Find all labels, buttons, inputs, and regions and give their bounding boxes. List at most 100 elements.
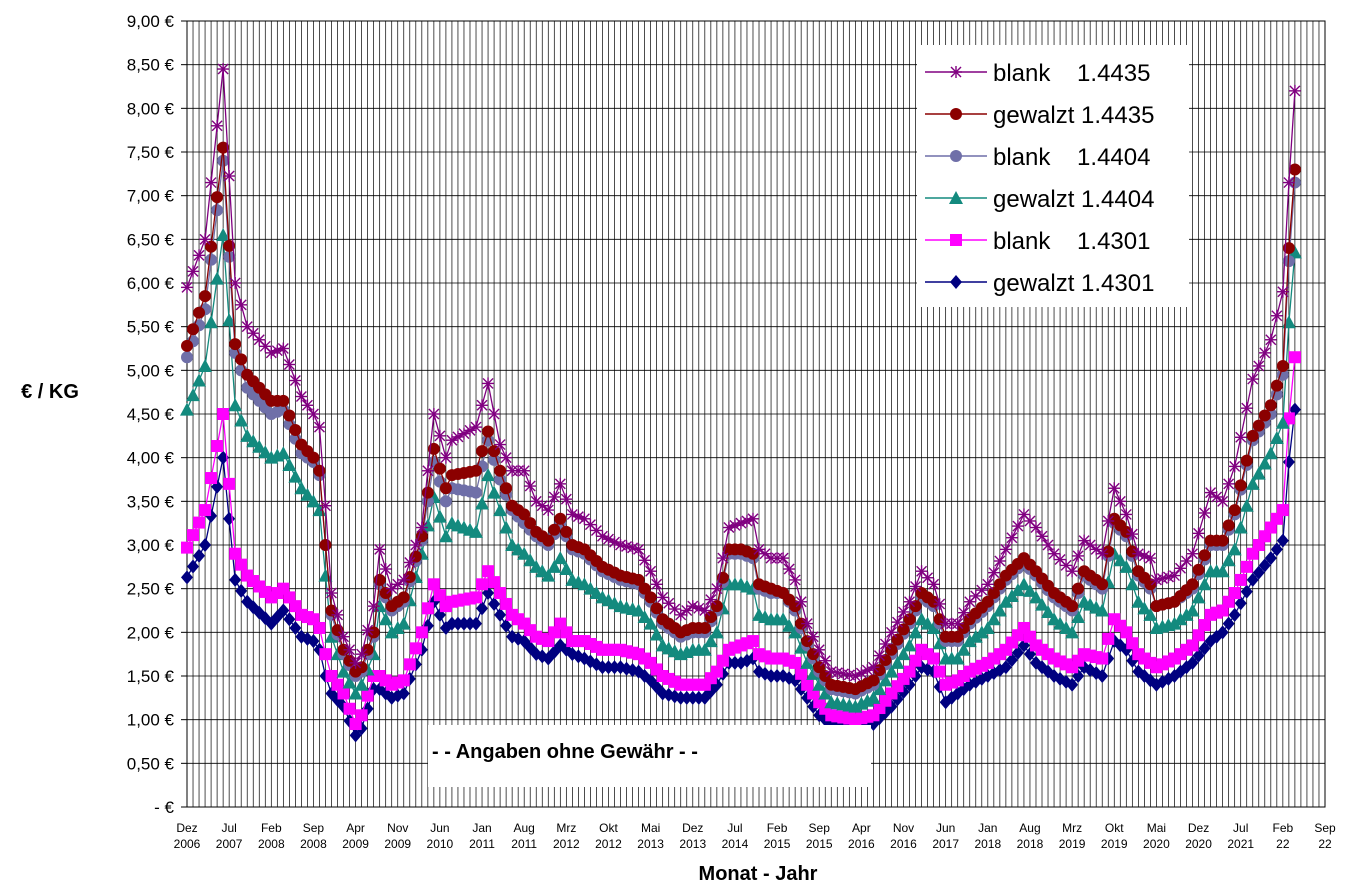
data-point [1179,607,1194,621]
data-point [217,408,230,420]
x-axis-title: Monat - Jahr [699,863,818,885]
data-point [777,552,790,565]
data-point [1005,652,1018,667]
data-point [1066,600,1079,613]
data-point [289,620,302,635]
data-point [819,670,832,682]
data-point [470,421,483,434]
data-point [637,610,652,624]
data-point [1144,578,1157,591]
data-point [1108,482,1121,495]
data-point [427,408,440,420]
data-point [488,596,501,611]
data-point [933,665,946,678]
x-tick-year-label: 22 [1318,837,1332,851]
data-point [289,424,302,437]
data-point [1120,525,1133,538]
data-point [1096,669,1109,683]
data-point [397,674,410,687]
data-point [1126,545,1139,558]
x-tick-year-label: 2009 [342,837,369,851]
data-point [541,568,556,582]
data-point [891,616,904,629]
data-point [343,643,356,656]
y-axis: - € 0,50 € 1,00 € 1,50 € 2,00 € 2,50 € 3,00 € 3… [127,12,187,817]
data-point [181,570,193,585]
data-point [259,340,272,353]
data-point [993,555,1006,568]
x-tick-year-label: 2010 [427,837,454,851]
y-tick-label: 4,50 € [127,405,175,424]
data-point [1215,564,1230,578]
y-tick-label: 6,50 € [127,230,175,249]
data-point [980,620,995,634]
data-point [385,582,398,595]
legend-marker [950,150,962,162]
data-point [897,605,910,618]
data-point [686,690,699,705]
data-point [879,637,892,650]
data-point [908,625,923,639]
x-tick-month-label: Feb [767,821,788,835]
data-point [765,669,778,683]
data-point [476,399,489,412]
legend-label: gewalzt 1.4301 [993,270,1154,297]
data-point [217,141,230,154]
data-point [1240,402,1253,415]
data-point [987,587,1000,600]
data-point [1090,543,1103,556]
data-point [349,656,362,669]
data-point [235,583,248,598]
x-tick-month-label: Aug [1019,821,1040,835]
data-point [367,600,380,613]
data-point [999,543,1012,556]
y-axis-title: € / KG [21,381,79,403]
data-point [500,451,513,464]
data-point [205,240,218,253]
data-point [301,399,314,412]
x-tick-year-label: 22 [1276,837,1290,851]
legend-item: blank 1.4404 [925,144,1150,171]
legend-label: blank 1.4301 [993,228,1150,255]
data-point [229,338,242,351]
data-point [355,709,368,722]
data-point [403,556,416,569]
x-tick-year-label: 2009 [384,837,411,851]
data-point [415,626,428,639]
data-point [524,480,537,493]
x-tick-year-label: 2015 [764,837,791,851]
data-point [348,686,363,700]
data-point [518,508,531,521]
data-point [638,554,651,567]
x-tick-month-label: Mai [1147,821,1166,835]
data-point [644,565,657,578]
data-point [951,617,964,630]
data-point [361,643,374,656]
data-point [409,539,422,551]
data-point [229,572,242,587]
data-point [957,621,970,634]
disclaimer-note: - - Angaben ohne Gewähr - - [428,725,871,787]
y-tick-label: 4,00 € [127,449,175,468]
data-point [277,394,290,407]
data-point [1198,506,1211,519]
data-point [698,621,711,634]
data-point [1276,504,1289,517]
data-point [223,239,236,252]
data-point [674,690,687,705]
data-point [493,503,508,517]
x-tick-year-label: 2016 [890,837,917,851]
data-point [987,566,1000,579]
data-point [1216,625,1229,640]
data-point [818,686,833,700]
data-point [1022,583,1037,597]
data-point [1252,419,1265,432]
data-point [463,616,476,631]
data-point [199,504,212,517]
data-point [951,630,964,643]
y-tick-label: 2,00 € [127,623,175,642]
x-tick-month-label: Dez [1188,821,1209,835]
data-point [776,612,791,626]
data-point [181,541,193,554]
legend-marker [949,191,963,204]
